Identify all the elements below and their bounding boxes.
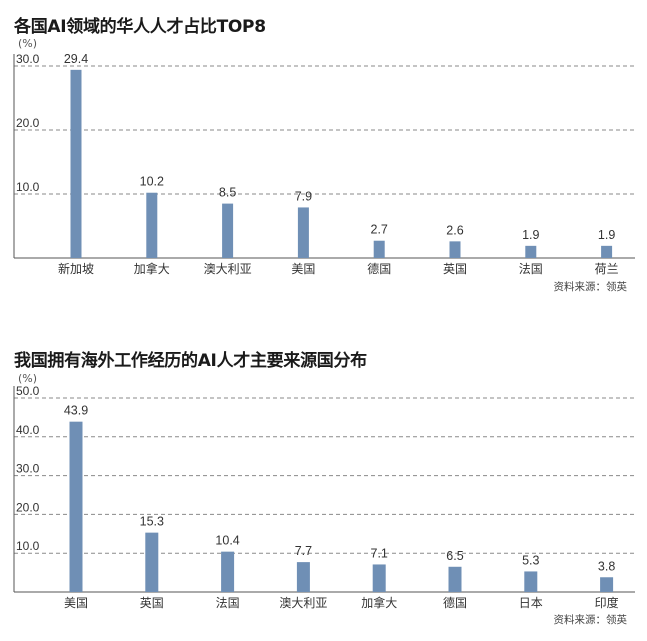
bar-value-label: 29.4: [64, 52, 88, 66]
bar-value-label: 7.9: [295, 189, 312, 203]
bar-value-label: 10.4: [215, 534, 239, 548]
x-category-label: 荷兰: [595, 262, 619, 276]
bar: [524, 571, 538, 592]
bar: [449, 241, 461, 258]
chart2-title: 我国拥有海外工作经历的AI人才主要来源国分布: [14, 351, 367, 371]
x-category-label: 澳大利亚: [204, 262, 252, 276]
x-category-label: 日本: [519, 596, 543, 610]
bar: [525, 245, 537, 258]
chart1-plot: 10.0 20.0 30.0 29.4 新加坡 10.2 加拿大 8.5 澳大利亚 7.9 美国 2.…: [13, 52, 635, 276]
bar: [600, 577, 614, 592]
bar-value-label: 5.3: [522, 553, 539, 567]
bar-value-label: 7.7: [295, 544, 312, 558]
y-tick-label: 30.0: [16, 52, 40, 66]
bar: [221, 551, 235, 592]
x-category-label: 德国: [443, 595, 467, 610]
x-category-label: 法国: [216, 596, 240, 610]
bar: [601, 245, 613, 258]
x-category-label: 美国: [291, 262, 315, 276]
chart1-unit-label: (%): [18, 37, 38, 50]
y-tick-label: 40.0: [16, 423, 40, 437]
bar-value-label: 1.9: [522, 228, 539, 242]
y-tick-label: 20.0: [16, 116, 40, 130]
y-tick-label: 30.0: [16, 462, 40, 476]
bar: [222, 203, 234, 258]
bar-value-label: 1.9: [598, 228, 615, 242]
bar-value-label: 3.8: [598, 559, 615, 573]
y-tick-label: 10.0: [16, 180, 40, 194]
y-tick-label: 20.0: [16, 500, 40, 514]
chart1-source: 资料来源：领英: [553, 281, 628, 293]
chart2-source: 资料来源：领英: [553, 614, 628, 626]
bar-value-label: 2.6: [446, 223, 463, 237]
bar: [70, 69, 82, 258]
bar: [145, 532, 159, 592]
chart1-title: 各国AI领域的华人人才占比TOP8: [14, 17, 266, 37]
bar: [146, 192, 158, 258]
bar: [296, 562, 310, 592]
bar: [373, 240, 385, 258]
chart2-unit-label: (%): [18, 372, 38, 385]
bar: [372, 564, 386, 592]
bar-value-label: 10.2: [140, 175, 164, 189]
bar-value-label: 8.5: [219, 186, 236, 200]
bar: [297, 207, 309, 258]
y-tick-label: 50.0: [16, 384, 40, 398]
x-category-label: 英国: [140, 596, 164, 610]
x-category-label: 新加坡: [58, 261, 94, 276]
x-category-label: 澳大利亚: [279, 596, 327, 610]
bar-value-label: 43.9: [64, 404, 88, 418]
x-category-label: 印度: [595, 595, 619, 610]
bar-value-label: 15.3: [140, 515, 164, 529]
y-tick-label: 10.0: [16, 539, 40, 553]
x-category-label: 德国: [367, 261, 391, 276]
bar-value-label: 6.5: [446, 549, 463, 563]
bar-value-label: 7.1: [371, 546, 388, 560]
x-category-label: 加拿大: [361, 595, 397, 610]
x-category-label: 法国: [519, 262, 543, 276]
x-category-label: 加拿大: [134, 261, 170, 276]
x-category-label: 美国: [64, 596, 88, 610]
x-category-label: 英国: [443, 262, 467, 276]
bar: [448, 566, 462, 592]
bar: [69, 421, 83, 592]
bar-value-label: 2.7: [371, 223, 388, 237]
